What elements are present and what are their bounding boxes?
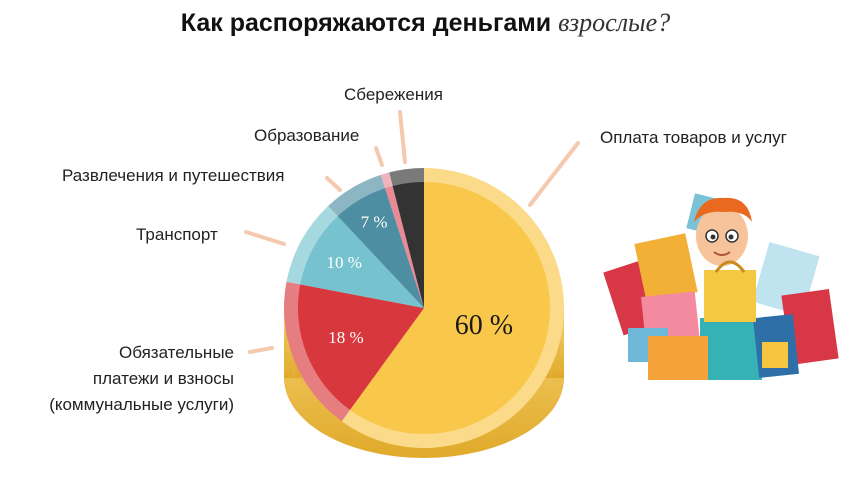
- slice-value-label: 7 %: [361, 213, 388, 232]
- chart-title: Как распоряжаются деньгами взрослые?: [0, 8, 851, 38]
- category-label-sberezheniya: Сбережения: [344, 85, 443, 104]
- value-labels: 60 % 18 % 10 % 7 %: [327, 213, 514, 347]
- category-label-razvlecheniya: Развлечения и путешествия: [62, 166, 285, 185]
- category-label-obrazovanie: Образование: [254, 126, 360, 145]
- leader-lines: [244, 110, 580, 354]
- category-label-oplata: Оплата товаров и услуг: [600, 128, 787, 147]
- pie-slice: [337, 188, 424, 308]
- leader-line-obyazatelnye: [248, 346, 274, 354]
- pie-slice: [385, 185, 424, 308]
- slice-value-label: 60 %: [455, 310, 513, 341]
- chart-title-emphasis: взрослые?: [558, 8, 671, 37]
- pie-slice: [392, 182, 424, 308]
- category-label-obyazatelnye: Обязательные платежи и взносы (коммуналь…: [49, 340, 234, 418]
- leader-line-sberezheniya: [398, 110, 407, 164]
- chart-title-main: Как распоряжаются деньгами: [180, 9, 552, 37]
- pie-slice: [349, 182, 550, 434]
- category-label-obyazatelnye-line-3: (коммунальные услуги): [49, 395, 234, 414]
- leader-line-transport: [244, 230, 286, 246]
- slice-value-label: 10 %: [327, 253, 362, 272]
- category-label-transport: Транспорт: [136, 225, 218, 244]
- category-label-obyazatelnye-line-2: платежи и взносы: [92, 369, 234, 388]
- leader-line-oplata: [528, 141, 580, 207]
- category-label-obyazatelnye-line-1: Обязательные: [119, 343, 234, 362]
- leader-line-obrazovanie: [374, 146, 384, 167]
- shopping-bags-illustration: [603, 193, 839, 380]
- pie-slice: [300, 216, 424, 308]
- leader-line-razvlecheniya: [325, 176, 342, 192]
- pie-slice: [298, 284, 424, 410]
- slice-value-label: 18 %: [328, 328, 363, 347]
- pie-slices: [284, 168, 565, 449]
